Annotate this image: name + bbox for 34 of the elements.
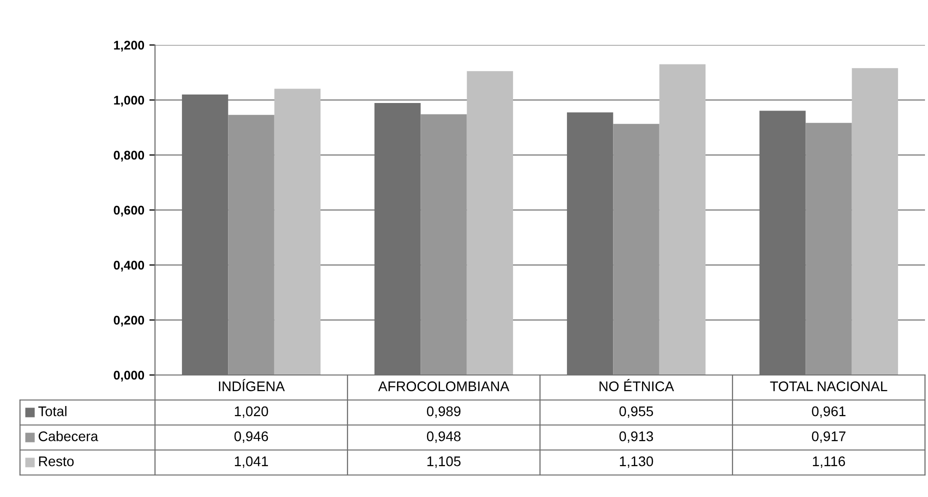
data-label: 1,105 <box>427 456 461 468</box>
data-label: 1,020 <box>234 406 268 418</box>
y-tick-label: 0,000 <box>114 370 144 382</box>
data-label: 0,948 <box>426 431 461 443</box>
bar <box>228 114 274 375</box>
x-tick-label: INDÍGENA <box>218 379 285 392</box>
legend-label: Total <box>38 406 66 416</box>
data-label: 0,955 <box>619 406 654 418</box>
bar <box>852 68 898 375</box>
legend-label: Resto <box>39 456 74 466</box>
data-label: 0,961 <box>812 406 846 418</box>
x-tick-label: TOTAL NACIONAL <box>770 381 888 392</box>
bar <box>806 122 852 375</box>
bar <box>420 114 467 375</box>
data-label: 0,913 <box>619 431 654 443</box>
x-tick-label: NO ÉTNICA <box>600 379 674 392</box>
y-tick-label: 0,400 <box>114 260 144 272</box>
bar <box>274 88 321 375</box>
data-label: 0,917 <box>812 431 846 443</box>
y-tick-label: 0,200 <box>114 316 144 326</box>
bar <box>659 64 706 375</box>
data-label: 1,041 <box>234 456 268 468</box>
bar <box>613 124 660 375</box>
legend-label: Cabecera <box>38 431 98 442</box>
y-tick-label: 0,600 <box>114 206 144 216</box>
data-label: 0,946 <box>234 431 268 443</box>
x-tick-label: AFROCOLOMBIANA <box>378 381 510 392</box>
data-label: 1,130 <box>620 456 654 468</box>
y-tick-label: 0,800 <box>114 150 144 162</box>
data-label: 0,989 <box>426 406 460 418</box>
y-tick-label: 1,000 <box>114 96 144 106</box>
y-tick-label: 1,200 <box>114 40 144 52</box>
bar <box>466 71 514 375</box>
data-label: 1,116 <box>812 456 846 468</box>
